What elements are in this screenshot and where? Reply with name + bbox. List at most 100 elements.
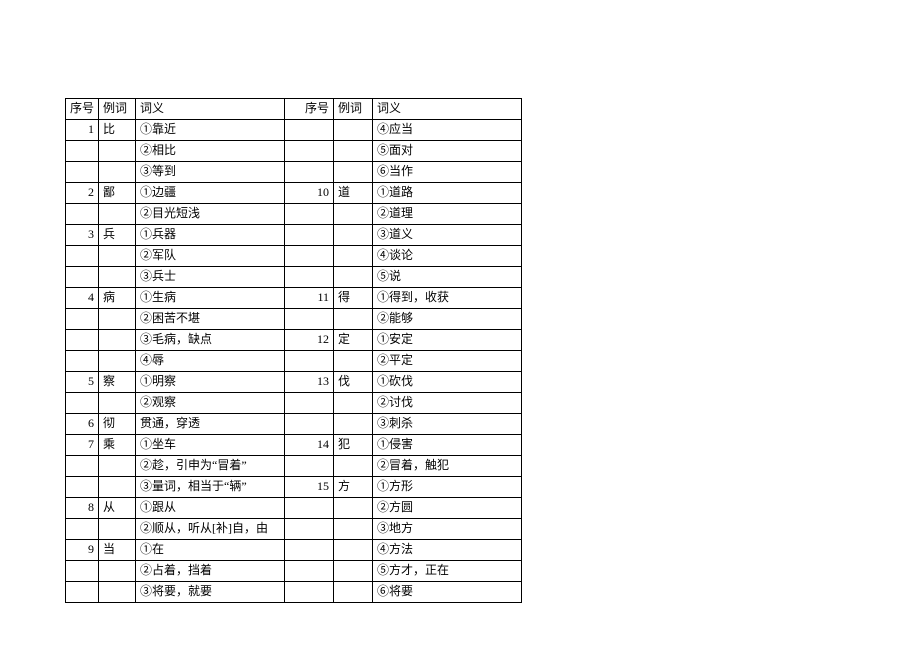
table-row: 2鄙①边疆10道①道路 [66, 183, 522, 204]
cell-def2: ⑥将要 [373, 582, 522, 603]
cell-def2: ①侵害 [373, 435, 522, 456]
cell-word2 [334, 225, 373, 246]
table-row: ②观察 ②讨伐 [66, 393, 522, 414]
cell-seq: 2 [66, 183, 99, 204]
cell-seq2 [285, 204, 334, 225]
cell-seq: 6 [66, 414, 99, 435]
cell-seq2: 13 [285, 372, 334, 393]
cell-word: 当 [99, 540, 136, 561]
cell-def: ③等到 [136, 162, 285, 183]
cell-word [99, 393, 136, 414]
cell-seq: 5 [66, 372, 99, 393]
table-row: ②趁，引申为“冒着”②冒着，触犯 [66, 456, 522, 477]
cell-seq: 8 [66, 498, 99, 519]
cell-def: ③将要，就要 [136, 582, 285, 603]
table-row: 8从①跟从②方圆 [66, 498, 522, 519]
cell-word [99, 204, 136, 225]
cell-word [99, 267, 136, 288]
cell-def2: ②冒着，触犯 [373, 456, 522, 477]
cell-seq [66, 330, 99, 351]
table-row: ②相比⑤面对 [66, 141, 522, 162]
cell-word: 彻 [99, 414, 136, 435]
cell-def2: ③道义 [373, 225, 522, 246]
cell-def2: ⑥当作 [373, 162, 522, 183]
cell-seq [66, 351, 99, 372]
cell-word2 [334, 561, 373, 582]
cell-seq [66, 393, 99, 414]
table-row: ③毛病，缺点12定①安定 [66, 330, 522, 351]
cell-def: ①兵器 [136, 225, 285, 246]
cell-def: ③量词，相当于“辆” [136, 477, 285, 498]
cell-def2: ①安定 [373, 330, 522, 351]
cell-def: ②顺从，听从[补]自，由 [136, 519, 285, 540]
cell-word [99, 162, 136, 183]
cell-seq [66, 162, 99, 183]
cell-seq2 [285, 393, 334, 414]
hdr-seq2: 序号 [285, 99, 334, 120]
cell-word [99, 246, 136, 267]
cell-def2: ③地方 [373, 519, 522, 540]
table-row: 1比①靠近④应当 [66, 120, 522, 141]
table-row: ②困苦不堪②能够 [66, 309, 522, 330]
table-row: ②顺从，听从[补]自，由 ③地方 [66, 519, 522, 540]
table-row: 7乘①坐车14犯①侵害 [66, 435, 522, 456]
cell-word2 [334, 162, 373, 183]
cell-word [99, 141, 136, 162]
cell-seq: 1 [66, 120, 99, 141]
hdr-seq: 序号 [66, 99, 99, 120]
cell-seq2: 15 [285, 477, 334, 498]
cell-word: 察 [99, 372, 136, 393]
cell-word2 [334, 267, 373, 288]
table-row: ②军队④谈论 [66, 246, 522, 267]
cell-def2: ②道理 [373, 204, 522, 225]
cell-seq: 9 [66, 540, 99, 561]
cell-seq2 [285, 267, 334, 288]
cell-word: 兵 [99, 225, 136, 246]
cell-def: 贯通，穿透 [136, 414, 285, 435]
cell-seq2 [285, 162, 334, 183]
cell-seq2 [285, 246, 334, 267]
table-row: ③兵士⑤说 [66, 267, 522, 288]
cell-word [99, 351, 136, 372]
cell-def: ②观察 [136, 393, 285, 414]
table-row: ④辱②平定 [66, 351, 522, 372]
cell-def: ②军队 [136, 246, 285, 267]
cell-word: 乘 [99, 435, 136, 456]
cell-seq [66, 519, 99, 540]
cell-word [99, 582, 136, 603]
cell-def2: ②方圆 [373, 498, 522, 519]
cell-word2 [334, 351, 373, 372]
cell-seq2 [285, 519, 334, 540]
header-row: 序号 例词 词义 序号 例词 词义 [66, 99, 522, 120]
cell-word [99, 456, 136, 477]
cell-def: ①在 [136, 540, 285, 561]
cell-def2: ①砍伐 [373, 372, 522, 393]
cell-def2: ③刺杀 [373, 414, 522, 435]
cell-seq [66, 477, 99, 498]
cell-def2: ④应当 [373, 120, 522, 141]
cell-def2: ②讨伐 [373, 393, 522, 414]
hdr-def: 词义 [136, 99, 285, 120]
cell-seq2 [285, 414, 334, 435]
table-row: 6彻贯通，穿透 ③刺杀 [66, 414, 522, 435]
cell-seq2 [285, 141, 334, 162]
cell-seq2 [285, 351, 334, 372]
cell-word: 比 [99, 120, 136, 141]
cell-seq2 [285, 498, 334, 519]
cell-def2: ①道路 [373, 183, 522, 204]
table-row: ②目光短浅②道理 [66, 204, 522, 225]
cell-word2: 伐 [334, 372, 373, 393]
cell-seq [66, 309, 99, 330]
hdr-word: 例词 [99, 99, 136, 120]
cell-seq: 7 [66, 435, 99, 456]
cell-seq2 [285, 456, 334, 477]
vocab-table: 序号 例词 词义 序号 例词 词义 1比①靠近④应当②相比⑤面对③等到 ⑥当作2鄙… [65, 98, 522, 603]
cell-word2 [334, 540, 373, 561]
table-row: ③将要，就要 ⑥将要 [66, 582, 522, 603]
cell-word2 [334, 120, 373, 141]
cell-def2: ①得到，收获 [373, 288, 522, 309]
cell-def: ③毛病，缺点 [136, 330, 285, 351]
cell-word: 从 [99, 498, 136, 519]
cell-def: ②占着，挡着 [136, 561, 285, 582]
table-row: ③等到 ⑥当作 [66, 162, 522, 183]
